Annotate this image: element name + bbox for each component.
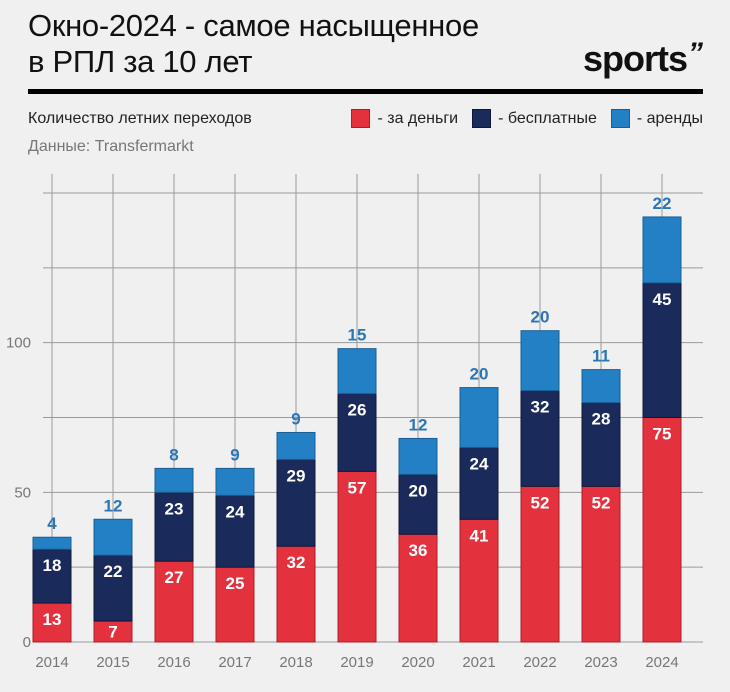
data-label: 57	[348, 478, 367, 497]
data-label: 13	[43, 610, 62, 629]
data-label: 25	[226, 574, 245, 593]
bar-segment-free	[93, 554, 133, 622]
legend-item-paid: - за деньги	[351, 109, 458, 128]
bar-segment-loan	[642, 216, 682, 284]
data-label-loan: 8	[169, 445, 178, 464]
data-label: 27	[165, 568, 184, 587]
legend-swatch-paid	[351, 109, 371, 128]
data-label: 24	[226, 502, 245, 521]
data-label: 18	[43, 556, 62, 575]
x-tick-label: 2014	[35, 654, 68, 671]
bar-segment-free	[581, 402, 621, 487]
logo-text: sports	[582, 38, 688, 79]
bar-segment-paid	[337, 470, 377, 643]
data-label: 45	[653, 290, 672, 309]
bar-segment-loan	[276, 431, 316, 460]
x-tick-label: 2015	[96, 654, 129, 671]
bar-segment-paid	[215, 566, 255, 643]
x-tick-label: 2018	[279, 654, 312, 671]
bar-segment-paid	[642, 417, 682, 643]
data-label: 28	[592, 410, 611, 429]
y-tick-label: 100	[6, 335, 31, 352]
bar-segment-free	[32, 548, 72, 604]
x-tick-label: 2023	[584, 654, 617, 671]
bar-segment-free	[459, 446, 499, 520]
bar-segment-loan	[337, 348, 377, 395]
data-label: 24	[470, 454, 489, 473]
data-label: 52	[531, 493, 550, 512]
bar-segment-paid	[398, 533, 438, 643]
logo-mark-icon: ”	[688, 37, 703, 70]
bar-segment-free	[276, 458, 316, 547]
bar-segment-loan	[154, 467, 194, 493]
legend-label-paid: - за деньги	[377, 109, 459, 127]
data-label-loan: 22	[653, 194, 672, 213]
bar-segment-loan	[93, 518, 133, 556]
legend-label-loan: - аренды	[636, 109, 703, 127]
y-tick-label: 0	[23, 634, 31, 651]
data-label: 75	[653, 425, 672, 444]
data-label: 26	[348, 401, 367, 420]
bar-segment-loan	[215, 467, 255, 496]
data-label: 52	[592, 493, 611, 512]
data-label-loan: 20	[531, 308, 550, 327]
y-tick-label: 50	[14, 484, 31, 501]
data-label: 23	[165, 499, 184, 518]
x-tick-label: 2024	[645, 654, 678, 671]
legend-item-loan: - аренды	[610, 109, 703, 128]
legend-label-free: - бесплатные	[498, 109, 597, 127]
legend-item-free: - бесплатные	[472, 109, 597, 128]
data-label-loan: 20	[470, 365, 489, 384]
bar-segment-free	[215, 494, 255, 568]
bar-segment-free	[154, 491, 194, 562]
bar-segment-paid	[154, 560, 194, 643]
data-label: 22	[104, 562, 123, 581]
bar-segment-free	[398, 473, 438, 535]
legend-swatch-loan	[610, 109, 630, 128]
legend: - за деньги - бесплатные - аренды	[337, 109, 703, 128]
data-label: 32	[287, 553, 306, 572]
data-label-loan: 11	[592, 347, 610, 366]
x-tick-label: 2021	[462, 654, 495, 671]
data-label-loan: 9	[230, 445, 239, 464]
bar-segment-free	[337, 393, 377, 472]
x-tick-label: 2020	[401, 654, 434, 671]
x-tick-label: 2017	[218, 654, 251, 671]
data-label: 32	[531, 398, 550, 417]
data-label-loan: 12	[104, 496, 123, 515]
bar-segment-loan	[520, 330, 560, 392]
legend-swatch-free	[472, 109, 492, 128]
data-label: 41	[470, 526, 489, 545]
sports-logo: sports”	[582, 37, 703, 80]
data-label-loan: 12	[409, 415, 428, 434]
data-label-loan: 4	[47, 514, 57, 533]
x-tick-label: 2016	[157, 654, 190, 671]
bar-segment-loan	[459, 387, 499, 448]
title-line-2: в РПЛ за 10 лет	[28, 44, 253, 79]
bar-segment-free	[642, 282, 682, 418]
chart-subtitle: Количество летних переходов	[28, 110, 252, 127]
data-label: 7	[108, 623, 117, 642]
data-label: 29	[287, 466, 306, 485]
data-label-loan: 9	[291, 409, 300, 428]
data-label: 20	[409, 481, 428, 500]
chart-title: Окно-2024 - самое насыщенное в РПЛ за 10…	[28, 8, 479, 80]
x-tick-label: 2022	[523, 654, 556, 671]
bar-segment-paid	[32, 602, 72, 643]
data-source: Данные: Transfermarkt	[28, 138, 194, 155]
bar-segment-loan	[581, 369, 621, 404]
data-label-loan: 15	[348, 326, 367, 345]
bar-segment-loan	[398, 437, 438, 475]
title-line-1: Окно-2024 - самое насыщенное	[28, 8, 479, 43]
x-tick-label: 2019	[340, 654, 373, 671]
header-divider	[28, 89, 703, 94]
bar-segment-paid	[520, 485, 560, 643]
bar-segment-paid	[581, 485, 621, 643]
data-label: 36	[409, 541, 428, 560]
bar-segment-loan	[32, 536, 72, 550]
